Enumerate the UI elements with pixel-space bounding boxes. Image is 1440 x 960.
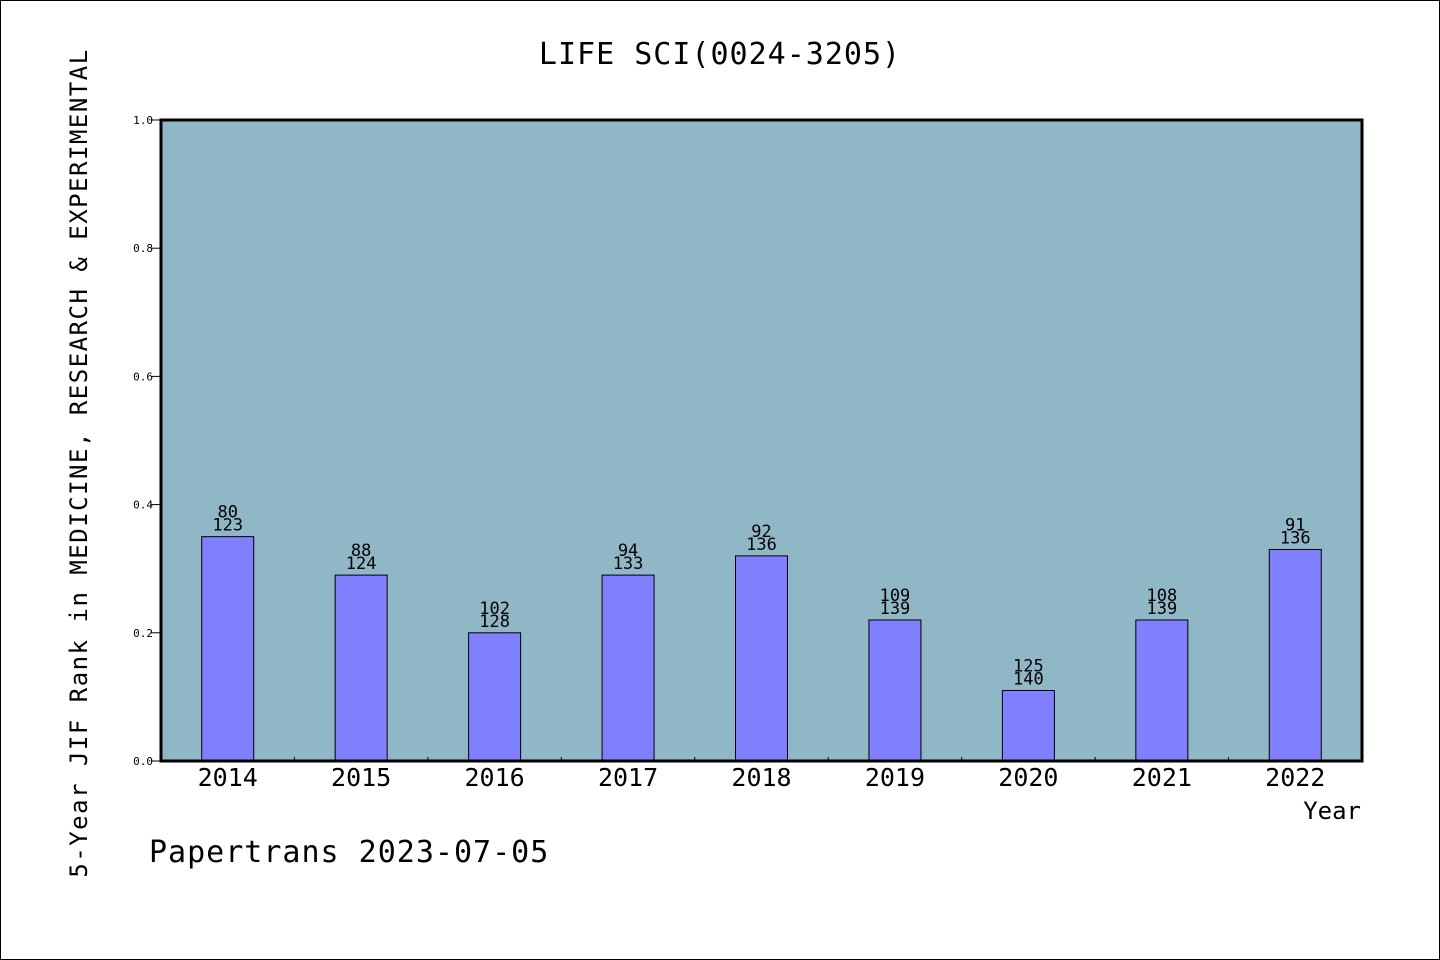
y-tick-label: 0.8: [133, 242, 153, 255]
bar-rank-label: 109: [880, 586, 911, 606]
bar-total-label: 136: [1280, 528, 1311, 548]
y-tick-label: 0.6: [133, 370, 153, 383]
y-tick-label: 0.4: [133, 499, 153, 512]
bar-total-label: 139: [1146, 599, 1177, 619]
bar: [1135, 619, 1189, 762]
x-tick-label: 2022: [1265, 763, 1325, 792]
bar-total-label: 124: [346, 554, 377, 574]
plot-frame: [159, 118, 1364, 763]
bar-rank-label: 125: [1013, 656, 1044, 676]
y-tick-label: 0.2: [133, 627, 153, 640]
bar: [735, 555, 788, 762]
bar-rank-label: 80: [217, 503, 237, 523]
x-tick-label: 2020: [998, 763, 1058, 792]
bar: [601, 574, 655, 762]
bar-rank-label: 94: [618, 541, 638, 561]
x-tick-label: 2019: [865, 763, 925, 792]
bar-rank-label: 88: [351, 541, 371, 561]
bar-total-label: 123: [212, 516, 243, 536]
bar-rank-label: 108: [1146, 586, 1177, 606]
bar: [868, 619, 922, 762]
bar-rank-label: 92: [751, 522, 771, 542]
x-tick-label: 2017: [598, 763, 658, 792]
bar-total-label: 136: [746, 535, 777, 555]
x-axis-label: Year: [1303, 797, 1361, 825]
bar-total-label: 139: [880, 599, 911, 619]
chart-title: LIFE SCI(0024-3205): [538, 37, 902, 72]
bar-total-label: 133: [613, 554, 644, 574]
bar: [334, 574, 388, 762]
x-tick-label: 2021: [1132, 763, 1192, 792]
y-tick-label: 1.0: [133, 114, 153, 127]
x-tick-label: 2016: [465, 763, 525, 792]
bar: [1001, 689, 1055, 762]
bar: [1268, 548, 1322, 762]
footer-stamp: Papertrans 2023-07-05: [149, 835, 550, 870]
bar-total-label: 140: [1013, 669, 1044, 689]
y-tick-label: 0.0: [133, 755, 153, 768]
x-tick-label: 2018: [731, 763, 791, 792]
bar-rank-label: 91: [1285, 515, 1305, 535]
x-tick-label: 2014: [198, 763, 258, 792]
x-tick-label: 2015: [331, 763, 391, 792]
bar: [468, 632, 522, 762]
bar: [201, 536, 255, 762]
bar-total-label: 128: [479, 612, 510, 632]
bar-rank-label: 102: [479, 599, 510, 619]
